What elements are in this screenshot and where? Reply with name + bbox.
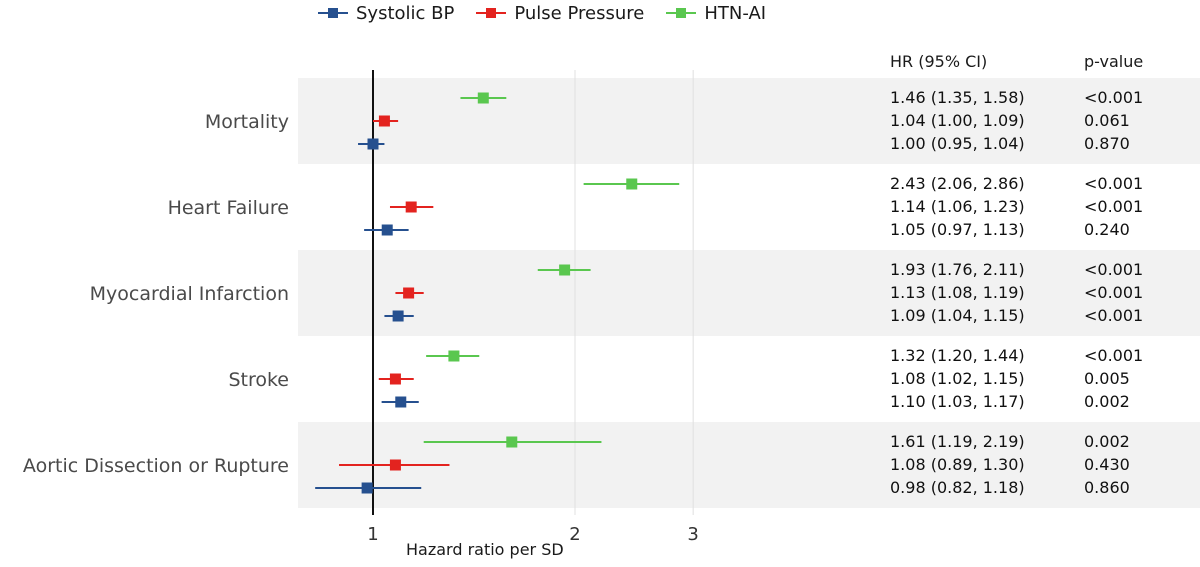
p-value-stroke-htn-ai: <0.001 [1084, 346, 1144, 365]
hr-text-myocardial-infarction-pulse-pressure: 1.13 (1.08, 1.19) [890, 283, 1025, 302]
hr-text-stroke-htn-ai: 1.32 (1.20, 1.44) [890, 346, 1025, 365]
p-value-stroke-systolic-bp: 0.002 [1084, 392, 1130, 411]
hr-text-stroke-systolic-bp: 1.10 (1.03, 1.17) [890, 392, 1025, 411]
point-heart-failure-systolic-bp [381, 224, 393, 236]
hr-text-mortality-htn-ai: 1.46 (1.35, 1.58) [890, 88, 1025, 107]
point-aortic-dissection-or-rupture-htn-ai [506, 436, 518, 448]
category-label-stroke: Stroke [228, 369, 289, 391]
legend-item-systolic-bp[interactable]: Systolic BP [318, 3, 454, 24]
point-stroke-systolic-bp [395, 396, 407, 408]
point-aortic-dissection-or-rupture-systolic-bp [361, 482, 373, 494]
p-value-aortic-dissection-or-rupture-htn-ai: 0.002 [1084, 432, 1130, 451]
p-value-myocardial-infarction-htn-ai: <0.001 [1084, 260, 1144, 279]
hr-text-stroke-pulse-pressure: 1.08 (1.02, 1.15) [890, 369, 1025, 388]
p-value-heart-failure-systolic-bp: 0.240 [1084, 220, 1130, 239]
point-aortic-dissection-or-rupture-pulse-pressure [389, 459, 401, 471]
x-tick-label-3: 3 [687, 524, 698, 545]
x-axis-label: Hazard ratio per SD [406, 540, 564, 559]
legend-label-pulse-pressure: Pulse Pressure [514, 2, 645, 24]
point-stroke-htn-ai [448, 350, 460, 362]
x-tick-label-1: 1 [367, 524, 378, 545]
x-tick-label-2: 2 [569, 524, 580, 545]
category-label-aortic-dissection-or-rupture: Aortic Dissection or Rupture [23, 455, 289, 477]
p-value-myocardial-infarction-systolic-bp: <0.001 [1084, 306, 1144, 325]
point-heart-failure-htn-ai [626, 178, 638, 190]
hr-text-myocardial-infarction-systolic-bp: 1.09 (1.04, 1.15) [890, 306, 1025, 325]
p-value-mortality-htn-ai: <0.001 [1084, 88, 1144, 107]
point-myocardial-infarction-pulse-pressure [403, 287, 415, 299]
legend-label-htn-ai: HTN-AI [704, 2, 767, 24]
point-heart-failure-pulse-pressure [405, 201, 417, 213]
hr-text-mortality-systolic-bp: 1.00 (0.95, 1.04) [890, 134, 1025, 153]
p-value-heart-failure-pulse-pressure: <0.001 [1084, 197, 1144, 216]
point-myocardial-infarction-systolic-bp [392, 310, 404, 322]
point-mortality-pulse-pressure [378, 115, 390, 127]
band-myocardial-infarction [298, 250, 1200, 336]
hr-text-aortic-dissection-or-rupture-pulse-pressure: 1.08 (0.89, 1.30) [890, 455, 1025, 474]
hr-text-heart-failure-htn-ai: 2.43 (2.06, 2.86) [890, 174, 1025, 193]
p-value-stroke-pulse-pressure: 0.005 [1084, 369, 1130, 388]
category-label-mortality: Mortality [205, 111, 289, 133]
category-label-myocardial-infarction: Myocardial Infarction [90, 283, 289, 305]
point-mortality-htn-ai [477, 92, 489, 104]
hr-text-myocardial-infarction-htn-ai: 1.93 (1.76, 2.11) [890, 260, 1025, 279]
category-label-heart-failure: Heart Failure [168, 197, 289, 219]
legend-swatch-pulse-pressure [476, 7, 507, 19]
p-value-myocardial-infarction-pulse-pressure: <0.001 [1084, 283, 1144, 302]
hr-text-mortality-pulse-pressure: 1.04 (1.00, 1.09) [890, 111, 1025, 130]
legend: Systolic BP Pulse Pressure HTN-AI [318, 0, 766, 26]
legend-swatch-systolic-bp [318, 7, 348, 19]
table-header-hr: HR (95% CI) [890, 52, 988, 71]
p-value-heart-failure-htn-ai: <0.001 [1084, 174, 1144, 193]
p-value-mortality-systolic-bp: 0.870 [1084, 134, 1130, 153]
hr-text-heart-failure-pulse-pressure: 1.14 (1.06, 1.23) [890, 197, 1025, 216]
p-value-aortic-dissection-or-rupture-systolic-bp: 0.860 [1084, 478, 1130, 497]
p-value-mortality-pulse-pressure: 0.061 [1084, 111, 1130, 130]
legend-item-htn-ai[interactable]: HTN-AI [666, 3, 766, 24]
point-mortality-systolic-bp [367, 138, 379, 150]
p-value-aortic-dissection-or-rupture-pulse-pressure: 0.430 [1084, 455, 1130, 474]
hr-text-heart-failure-systolic-bp: 1.05 (0.97, 1.13) [890, 220, 1025, 239]
band-mortality [298, 78, 1200, 164]
table-header-p-value: p-value [1084, 52, 1144, 71]
hr-text-aortic-dissection-or-rupture-htn-ai: 1.61 (1.19, 2.19) [890, 432, 1025, 451]
hr-text-aortic-dissection-or-rupture-systolic-bp: 0.98 (0.82, 1.18) [890, 478, 1025, 497]
legend-item-pulse-pressure[interactable]: Pulse Pressure [476, 3, 644, 24]
legend-swatch-htn-ai [666, 7, 697, 19]
legend-label-systolic-bp: Systolic BP [356, 2, 455, 24]
point-myocardial-infarction-htn-ai [559, 264, 571, 276]
point-stroke-pulse-pressure [389, 373, 401, 385]
